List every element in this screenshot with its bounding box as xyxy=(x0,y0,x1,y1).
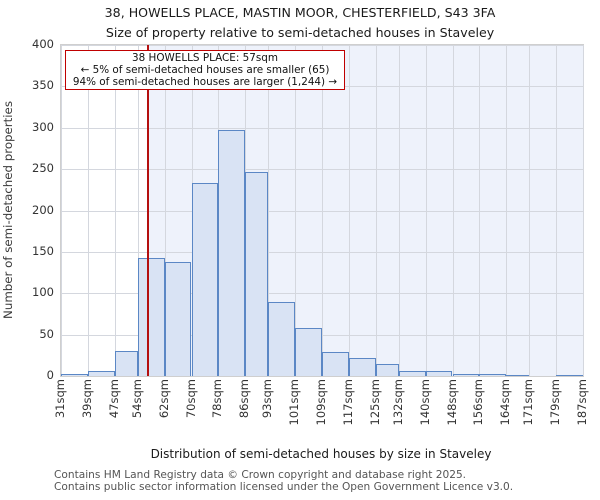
histogram-bar xyxy=(245,171,269,376)
annotation-line-1: 38 HOWELLS PLACE: 57sqm xyxy=(131,52,279,64)
vertical-gridline xyxy=(425,45,427,376)
x-tick-label: 54sqm xyxy=(129,379,144,419)
histogram-bar xyxy=(452,373,480,376)
vertical-gridline xyxy=(479,45,481,376)
histogram-bar xyxy=(114,351,138,376)
x-tick-label: 86sqm xyxy=(237,379,252,419)
x-tick-label: 101sqm xyxy=(287,379,302,426)
vertical-gridline xyxy=(137,45,139,376)
y-tick-label: 100 xyxy=(32,285,54,300)
vertical-gridline xyxy=(61,45,62,376)
chart-subtitle: Size of property relative to semi-detach… xyxy=(105,24,495,40)
vertical-gridline xyxy=(322,45,323,376)
x-tick-label: 164sqm xyxy=(498,379,513,426)
histogram-bar xyxy=(137,257,165,376)
plot-area xyxy=(60,44,584,377)
x-tick-label: 117sqm xyxy=(340,379,355,426)
chart-title: 38, HOWELLS PLACE, MASTIN MOOR, CHESTERF… xyxy=(104,5,496,20)
annotation-line-2: ← 5% of semi-detached houses are smaller… xyxy=(80,64,330,76)
vertical-gridline xyxy=(164,45,166,376)
histogram-bar xyxy=(87,371,115,376)
vertical-gridline xyxy=(556,45,558,376)
x-tick-label: 179sqm xyxy=(548,379,563,426)
histogram-bar xyxy=(164,261,192,376)
histogram-bar xyxy=(479,374,507,376)
x-tick-label: 187sqm xyxy=(575,379,589,426)
y-tick-label: 50 xyxy=(39,326,54,341)
footer-line-1: Contains HM Land Registry data © Crown c… xyxy=(54,469,467,481)
x-tick-label: 31sqm xyxy=(53,379,67,419)
x-axis-title: Distribution of semi-detached houses by … xyxy=(150,447,492,461)
y-tick-label: 350 xyxy=(32,78,54,93)
vertical-gridline xyxy=(268,45,270,376)
vertical-gridline xyxy=(583,45,584,376)
vertical-gridline xyxy=(348,45,350,376)
vertical-gridline xyxy=(87,45,89,376)
vertical-gridline xyxy=(114,45,116,376)
y-tick-label: 250 xyxy=(32,161,54,176)
histogram-bar xyxy=(375,364,399,376)
histogram-bar xyxy=(268,301,296,376)
vertical-gridline xyxy=(375,45,377,376)
x-tick-label: 140sqm xyxy=(417,379,432,426)
y-tick-label: 300 xyxy=(32,119,54,134)
histogram-bar xyxy=(506,375,530,377)
histogram-bar xyxy=(425,371,453,376)
x-tick-label: 156sqm xyxy=(471,379,486,426)
y-tick-label: 150 xyxy=(32,243,54,258)
vertical-gridline xyxy=(398,45,400,376)
y-tick-label: 200 xyxy=(32,202,54,217)
vertical-gridline xyxy=(295,45,297,376)
x-tick-label: 132sqm xyxy=(390,379,405,426)
histogram-bar xyxy=(322,352,349,376)
x-tick-label: 109sqm xyxy=(314,379,328,426)
y-tick-label: 400 xyxy=(32,37,54,51)
y-tick-label: 0 xyxy=(46,368,54,382)
x-tick-label: 93sqm xyxy=(260,379,275,419)
vertical-gridline xyxy=(506,45,508,376)
x-tick-label: 125sqm xyxy=(367,379,382,426)
histogram-bar xyxy=(398,371,426,376)
chart-title-block: 38, HOWELLS PLACE, MASTIN MOOR, CHESTERF… xyxy=(0,3,600,42)
histogram-bar xyxy=(348,357,376,376)
x-tick-label: 62sqm xyxy=(156,379,171,419)
histogram-bar xyxy=(191,183,219,376)
histogram-bar xyxy=(556,375,583,377)
x-tick-label: 39sqm xyxy=(79,379,94,419)
vertical-gridline xyxy=(452,45,454,376)
x-tick-label: 70sqm xyxy=(183,379,198,419)
x-tick-label: 47sqm xyxy=(106,379,121,419)
footer-line-2: Contains public sector information licen… xyxy=(54,480,514,493)
x-tick-label: 171sqm xyxy=(521,379,536,426)
property-size-marker-line xyxy=(147,45,149,376)
footer: Contains HM Land Registry data © Crown c… xyxy=(54,469,600,493)
histogram-bar xyxy=(61,374,88,376)
histogram-bar xyxy=(218,130,246,376)
histogram-bar xyxy=(295,328,322,376)
x-tick-label: 148sqm xyxy=(444,379,459,426)
x-tick-label: 78sqm xyxy=(210,379,225,419)
annotation-line-3: 94% of semi-detached houses are larger (… xyxy=(72,76,338,88)
vertical-gridline xyxy=(529,45,531,376)
property-annotation-box: 38 HOWELLS PLACE: 57sqm ← 5% of semi-det… xyxy=(65,50,345,90)
